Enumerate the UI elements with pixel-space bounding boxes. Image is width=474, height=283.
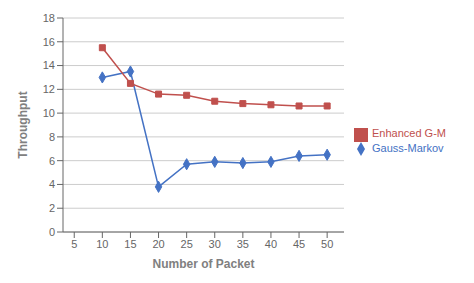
svg-text:8: 8 xyxy=(49,131,55,143)
svg-text:10: 10 xyxy=(96,238,108,250)
svg-text:6: 6 xyxy=(49,155,55,167)
svg-text:40: 40 xyxy=(265,238,277,250)
svg-text:25: 25 xyxy=(181,238,193,250)
svg-text:0: 0 xyxy=(49,226,55,238)
svg-text:50: 50 xyxy=(321,238,333,250)
svg-text:Throughput: Throughput xyxy=(16,91,30,158)
svg-text:35: 35 xyxy=(237,238,249,250)
svg-text:15: 15 xyxy=(124,238,136,250)
svg-text:5: 5 xyxy=(71,238,77,250)
svg-text:20: 20 xyxy=(152,238,164,250)
svg-text:30: 30 xyxy=(209,238,221,250)
svg-text:10: 10 xyxy=(43,107,55,119)
svg-text:2: 2 xyxy=(49,202,55,214)
svg-text:18: 18 xyxy=(43,12,55,24)
svg-text:16: 16 xyxy=(43,36,55,48)
svg-text:45: 45 xyxy=(293,238,305,250)
svg-text:Number of Packet: Number of Packet xyxy=(152,257,254,271)
svg-text:4: 4 xyxy=(49,178,55,190)
svg-text:14: 14 xyxy=(43,59,55,71)
html-text:Enhanced G-M: Enhanced G-M xyxy=(372,127,446,140)
html-text:Gauss-Markov: Gauss-Markov xyxy=(372,141,444,154)
svg-text:12: 12 xyxy=(43,83,55,95)
